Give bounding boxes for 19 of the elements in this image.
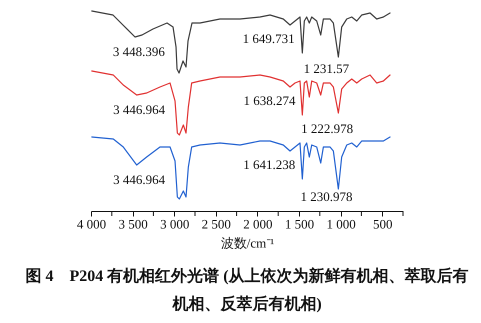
- x-tick-label: 2 500: [202, 216, 231, 232]
- annotation: 1 222.978: [301, 121, 354, 136]
- x-tick-label: 4 000: [76, 216, 106, 232]
- x-tick-label: 1 000: [326, 216, 356, 232]
- x-tick-label: 1 500: [284, 216, 314, 232]
- annotation: 1 641.238: [243, 157, 296, 172]
- annotation: 3 448.396: [112, 44, 166, 59]
- x-tick-label: 3 000: [160, 216, 190, 232]
- annotation: 1 231.57: [304, 61, 350, 76]
- annotation: 1 230.978: [300, 189, 352, 204]
- annotation: 1 638.274: [244, 93, 296, 108]
- x-tick-label: 3 500: [118, 216, 148, 232]
- x-tick-label: 500: [372, 216, 392, 232]
- annotation: 1 649.731: [242, 31, 295, 46]
- x-axis-title: 波数/cm⁻¹: [220, 236, 274, 250]
- annotation: 3 446.964: [113, 102, 166, 117]
- x-tick-label: 2 000: [243, 216, 273, 232]
- annotation: 3 446.964: [113, 172, 166, 187]
- text: 图 4 P204 有机相红外光谱 (从上依次为新鲜有机相、萃取后有机相、反萃后有机相): [24, 266, 470, 315]
